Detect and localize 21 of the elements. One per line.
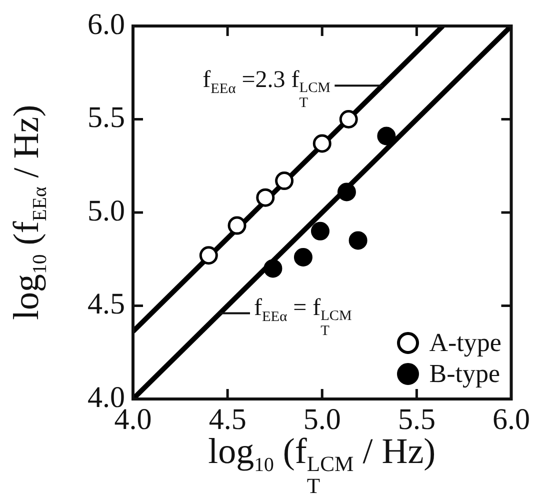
- point: [337, 182, 356, 202]
- point: [312, 134, 332, 153]
- legend-label: A-type: [429, 327, 502, 358]
- point: [275, 172, 294, 190]
- point: [294, 248, 312, 267]
- point: [339, 110, 358, 128]
- y-tick-label: 4.5: [88, 288, 125, 321]
- point: [228, 216, 246, 235]
- legend-label: B-type: [429, 358, 500, 390]
- point: [377, 126, 396, 146]
- annotation: f$_{EEα}$ = fTLCM: [254, 294, 352, 339]
- point: [264, 259, 282, 278]
- y-tick-label: 5.0: [88, 194, 125, 228]
- annotation: f$_{EEα}$ =2.3 fTLCM: [202, 67, 330, 112]
- y-tick-label: 6.0: [88, 8, 125, 41]
- point: [348, 231, 368, 250]
- point: [310, 222, 330, 240]
- point: [256, 188, 275, 207]
- point: [199, 246, 218, 265]
- y-tick-label: 5.5: [88, 101, 125, 134]
- x-tick-label: 6.0: [492, 402, 530, 436]
